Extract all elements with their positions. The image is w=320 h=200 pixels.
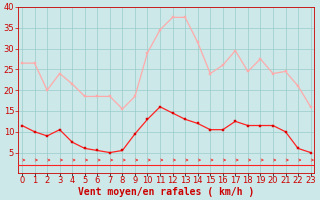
X-axis label: Vent moyen/en rafales ( km/h ): Vent moyen/en rafales ( km/h ) <box>78 187 254 197</box>
